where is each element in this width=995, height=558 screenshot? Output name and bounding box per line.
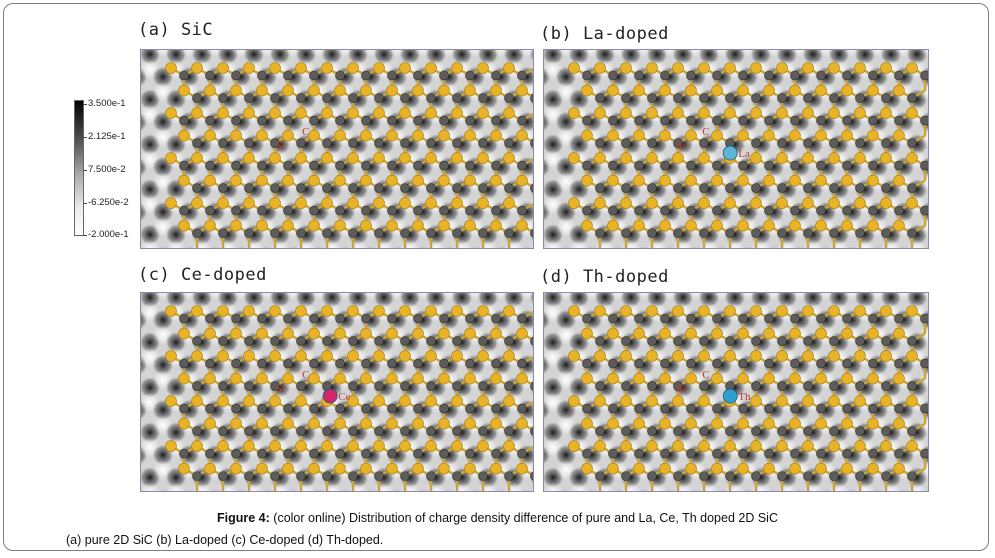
panel-a-image: Si C: [140, 49, 534, 249]
dopant-atom: [722, 145, 738, 161]
colorbar-tick: -2.000e-1: [83, 229, 129, 240]
panel-label-b: (b) La-doped: [540, 24, 669, 44]
colorbar-tick: 3.500e-1: [83, 98, 126, 109]
caption-title: (color online) Distribution of charge de…: [269, 511, 778, 525]
dopant-atom: [322, 388, 338, 404]
c-atom-label: C: [702, 369, 709, 381]
atomic-lattice: [568, 305, 928, 491]
figure-caption: Figure 4: (color online) Distribution of…: [0, 511, 995, 525]
c-atom-label: C: [302, 126, 309, 138]
si-atom-label: Si: [676, 140, 685, 152]
atomic-lattice: [165, 62, 533, 248]
si-atom-label: Si: [276, 383, 285, 395]
panel-label-d: (d) Th-doped: [540, 267, 669, 287]
panel-d-image: Si C Th: [543, 292, 929, 492]
dopant-atom: [722, 388, 738, 404]
colorbar: [74, 100, 84, 236]
si-atom-label: Si: [276, 140, 285, 152]
c-atom-label: C: [302, 369, 309, 381]
caption-subtitle: (a) pure 2D SiC (b) La-doped (c) Ce-dope…: [66, 533, 384, 547]
dopant-atom-label: La: [738, 148, 750, 160]
panel-label-a: (a) SiC: [138, 20, 214, 40]
panel-c-image: Si C Ce: [140, 292, 534, 492]
colorbar-tick: -6.250e-2: [83, 197, 129, 208]
dopant-atom-label: Ce: [338, 391, 350, 403]
figure-number: Figure 4:: [217, 511, 270, 525]
panel-label-c: (c) Ce-doped: [138, 265, 267, 285]
atomic-lattice: [568, 62, 928, 248]
dopant-atom-label: Th: [738, 391, 751, 403]
colorbar-tick: 7.500e-2: [83, 164, 126, 175]
si-atom-label: Si: [676, 383, 685, 395]
c-atom-label: C: [702, 126, 709, 138]
panel-b-image: Si C La: [543, 49, 929, 249]
colorbar-tick: 2.125e-1: [83, 131, 126, 142]
atomic-lattice: [165, 305, 533, 491]
